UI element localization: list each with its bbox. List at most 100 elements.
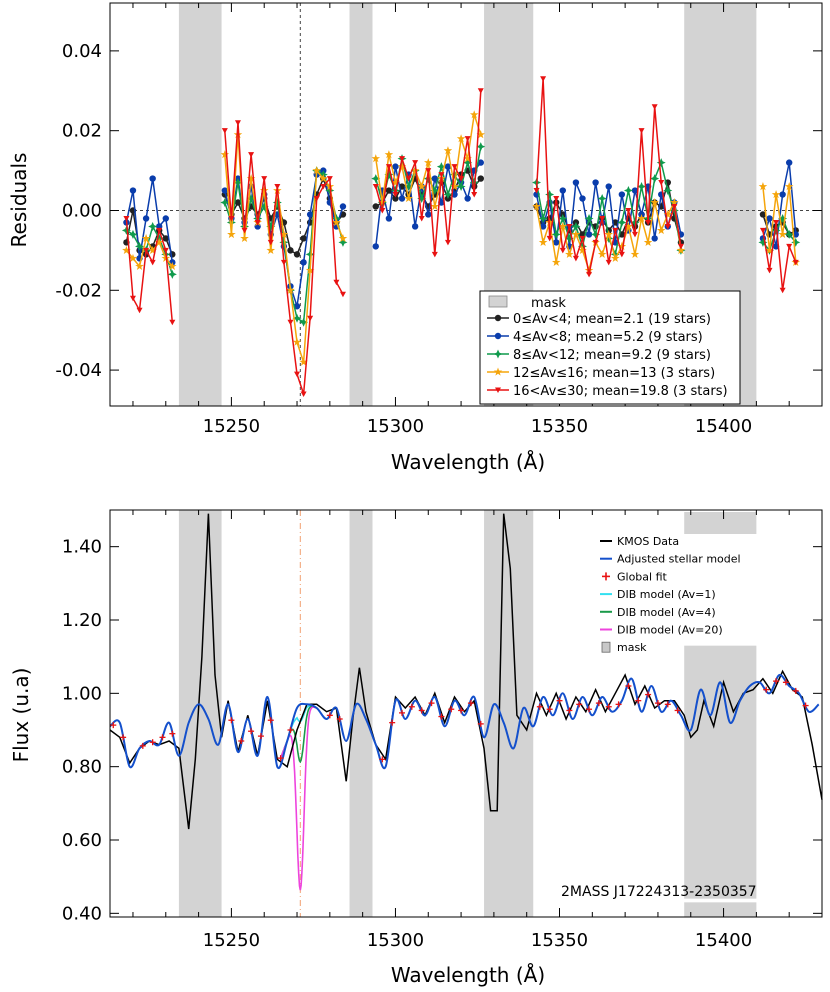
residuals-data-point xyxy=(663,186,673,196)
residuals-data-point xyxy=(559,187,566,194)
residuals-data-point xyxy=(293,251,301,258)
legend-mask-label: mask xyxy=(531,296,566,311)
flux-x-tick-label: 15300 xyxy=(367,930,424,951)
residuals-data-point xyxy=(128,229,138,239)
residuals-series-3 xyxy=(122,110,801,366)
flux-legend-label: mask xyxy=(617,641,647,654)
residuals-data-point xyxy=(670,198,679,207)
residuals-data-point xyxy=(121,225,131,235)
residuals-data-point xyxy=(398,195,406,202)
residuals-data-point xyxy=(292,313,302,323)
residuals-data-point xyxy=(586,271,593,278)
residuals-data-point xyxy=(791,237,801,247)
flux-panel: 15250 15300 15350 15400 0.40 0.60 0.80 1.00 1.20… xyxy=(9,509,823,987)
residuals-legend: mask 0≤Av<4; mean=2.1 (19 stars) 4≤Av<8; … xyxy=(479,290,741,405)
residuals-data-point xyxy=(658,180,665,186)
residuals-data-point xyxy=(254,219,261,226)
residuals-data-point xyxy=(162,247,169,254)
residuals-data-point xyxy=(261,176,268,182)
residuals-data-point xyxy=(785,159,793,166)
residuals-data-point xyxy=(592,179,599,186)
residuals-data-point xyxy=(565,249,574,259)
residuals-data-point xyxy=(333,279,340,286)
residuals-data-point xyxy=(169,319,176,326)
residuals-mask-band xyxy=(349,3,373,406)
residuals-y-tick-label: 0.04 xyxy=(62,41,102,62)
residuals-data-point xyxy=(279,237,289,247)
residuals-data-point xyxy=(379,207,386,214)
residuals-data-point xyxy=(551,257,561,266)
residuals-data-point xyxy=(280,259,287,266)
residuals-data-point xyxy=(766,267,773,274)
residuals-data-point xyxy=(338,237,348,247)
residuals-mask-band xyxy=(178,3,222,406)
residuals-data-point xyxy=(399,156,406,162)
residuals-data-point xyxy=(539,223,547,230)
residuals-data-point xyxy=(456,134,466,143)
residuals-data-point xyxy=(417,194,427,204)
residuals-data-point xyxy=(404,182,414,192)
residuals-data-point xyxy=(240,233,249,243)
residuals-data-point xyxy=(651,235,658,242)
flux-x-tick-label: 15350 xyxy=(531,930,588,951)
residuals-data-point xyxy=(162,215,169,222)
residuals-data-point xyxy=(538,237,548,247)
residuals-data-point xyxy=(226,217,236,227)
residuals-data-point xyxy=(778,213,788,223)
flux-y-tick-label: 1.40 xyxy=(62,537,102,558)
flux-legend-label: DIB model (Av=1) xyxy=(617,588,716,601)
residuals-data-point xyxy=(299,317,309,327)
residuals-data-point xyxy=(656,225,666,235)
residuals-data-point xyxy=(259,186,269,195)
residuals-data-point xyxy=(305,265,315,274)
residuals-y-tick-label: 0.00 xyxy=(62,200,102,221)
flux-legend-label: DIB model (Av=4) xyxy=(617,606,716,619)
residuals-data-point xyxy=(234,199,242,206)
residuals-data-point xyxy=(553,239,560,246)
residuals-data-point xyxy=(671,203,678,210)
residuals-series-line xyxy=(224,122,344,395)
residuals-data-point xyxy=(339,291,346,298)
residuals-data-point xyxy=(450,182,459,191)
flux-plot-frame xyxy=(109,509,823,918)
flux-mask-band xyxy=(684,645,757,899)
residuals-data-point xyxy=(418,215,425,222)
residuals-data-point xyxy=(162,235,169,242)
residuals-data-point xyxy=(476,130,486,139)
residuals-data-point xyxy=(300,235,307,242)
residuals-data-point xyxy=(579,195,586,202)
residuals-data-point xyxy=(233,178,243,188)
residuals-data-point xyxy=(765,245,774,255)
legend-label: 4≤Av<8; mean=5.2 (9 stars) xyxy=(513,330,703,345)
residuals-data-point xyxy=(168,261,177,270)
flux-mask-regions xyxy=(178,510,757,917)
residuals-data-point xyxy=(617,217,627,227)
residuals-data-point xyxy=(591,229,601,239)
residuals-data-point xyxy=(778,229,787,239)
flux-y-tick-label: 0.40 xyxy=(62,903,102,924)
residuals-plot-frame xyxy=(109,2,823,407)
residuals-data-point xyxy=(759,227,766,234)
flux-x-axis-label: Wavelength (Å) xyxy=(391,963,545,987)
residuals-data-point xyxy=(221,128,228,134)
residuals-data-point xyxy=(597,249,607,259)
residuals-data-point xyxy=(572,179,580,186)
residuals-data-point xyxy=(564,233,574,243)
residuals-data-point xyxy=(423,158,433,167)
residuals-data-point xyxy=(300,259,307,266)
residuals-data-point xyxy=(305,249,315,259)
residuals-data-point xyxy=(228,215,235,222)
residuals-data-point xyxy=(784,182,794,191)
residuals-data-point xyxy=(676,245,686,255)
residuals-data-point xyxy=(630,249,640,259)
residuals-data-point xyxy=(320,184,327,190)
residuals-data-point xyxy=(391,178,400,187)
residuals-data-point xyxy=(759,211,767,218)
residuals-data-point xyxy=(612,227,619,234)
residuals-data-point xyxy=(372,184,379,190)
residuals-data-point xyxy=(604,229,614,239)
flux-legend-label: DIB model (Av=20) xyxy=(617,624,723,637)
flux-mask-band-lower xyxy=(684,902,757,917)
flux-mask-band xyxy=(349,510,373,917)
residuals-data-point xyxy=(571,229,581,239)
